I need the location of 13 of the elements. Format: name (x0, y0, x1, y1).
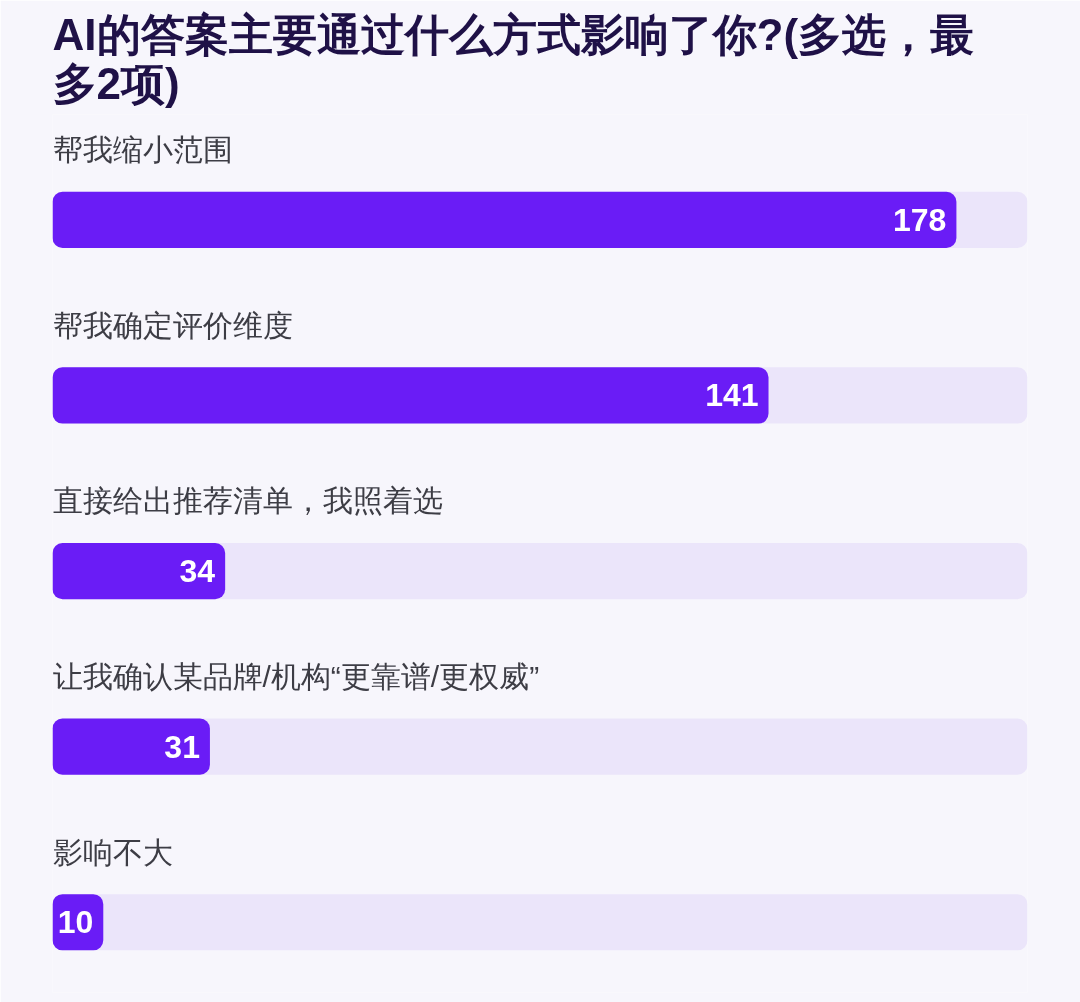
data-label: 141 (705, 377, 759, 414)
data-label: 31 (164, 728, 200, 765)
bar (52, 542, 226, 600)
data-label: 178 (893, 201, 947, 238)
data-label: 34 (179, 553, 216, 590)
chart-title: AI的答案主要通过什么方式影响了你?(多选，最多2项) (52, 9, 975, 108)
y-tick-label: 让我确认某品牌/机构“更靠谱/更权威” (52, 659, 540, 693)
y-tick-label: 影响不大 (52, 835, 173, 869)
y-tick-label: 直接给出推荐清单，我照着选 (52, 484, 443, 518)
data-label: 10 (57, 904, 94, 941)
bar (52, 718, 210, 775)
y-tick-label: 帮我缩小范围 (52, 133, 233, 167)
y-tick-label: 帮我确定评价维度 (52, 308, 293, 342)
